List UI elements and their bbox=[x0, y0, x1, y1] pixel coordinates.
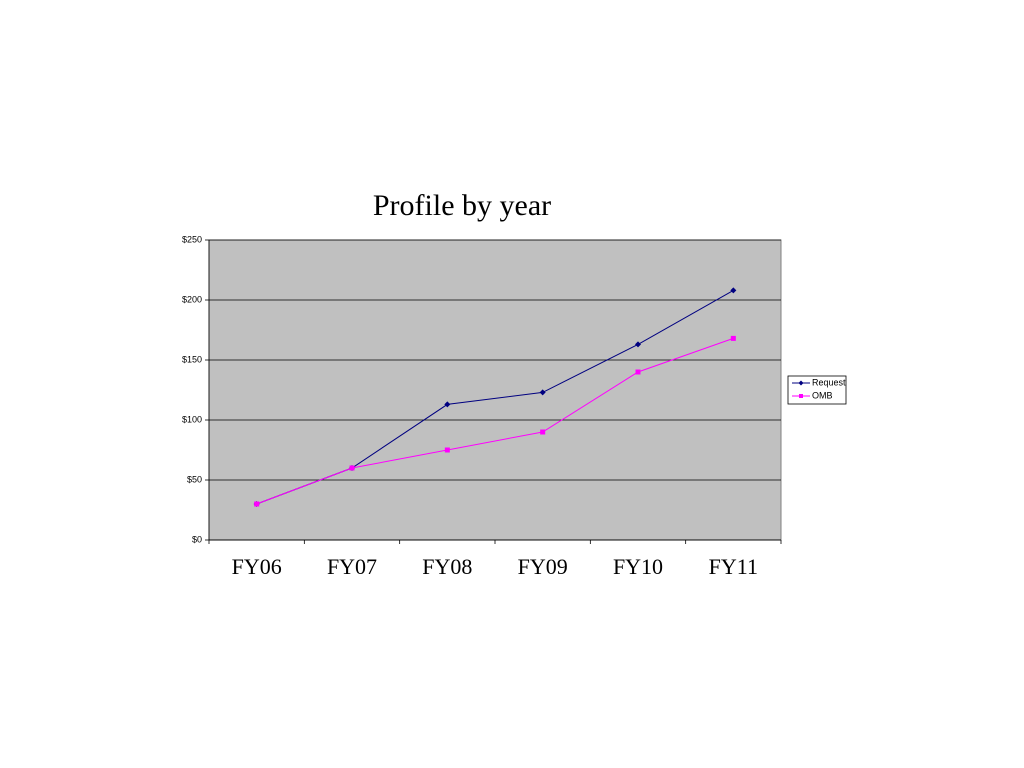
series-line bbox=[256, 337, 734, 505]
chart-title: Profile by year bbox=[373, 189, 551, 222]
plot-area bbox=[208, 239, 782, 541]
x-tick-label: FY09 bbox=[518, 554, 568, 579]
marker bbox=[444, 401, 451, 408]
marker bbox=[254, 501, 260, 507]
y-tick-label: $200 bbox=[182, 294, 202, 304]
legend-marker bbox=[798, 380, 804, 386]
y-tick-label: $50 bbox=[187, 474, 202, 484]
y-tick-label: $0 bbox=[192, 534, 202, 544]
x-tick-label: FY10 bbox=[613, 554, 663, 579]
x-tick-label: FY07 bbox=[327, 554, 377, 579]
legend-label: OMB bbox=[812, 390, 833, 400]
x-tick-label: FY06 bbox=[232, 554, 282, 579]
marker bbox=[539, 389, 546, 396]
y-tick-label: $150 bbox=[182, 354, 202, 364]
legend-label: Request bbox=[812, 377, 846, 387]
marker bbox=[730, 287, 737, 294]
marker bbox=[349, 465, 355, 471]
marker bbox=[444, 447, 450, 453]
marker bbox=[635, 341, 641, 348]
x-tick-label: FY11 bbox=[709, 554, 758, 579]
marker bbox=[730, 335, 736, 341]
marker bbox=[635, 369, 641, 375]
x-tick-label: FY08 bbox=[422, 554, 472, 579]
y-tick-label: $250 bbox=[182, 234, 202, 244]
y-tick-label: $100 bbox=[182, 414, 202, 424]
legend-marker bbox=[799, 394, 803, 398]
marker bbox=[540, 429, 546, 435]
legend bbox=[787, 375, 847, 405]
